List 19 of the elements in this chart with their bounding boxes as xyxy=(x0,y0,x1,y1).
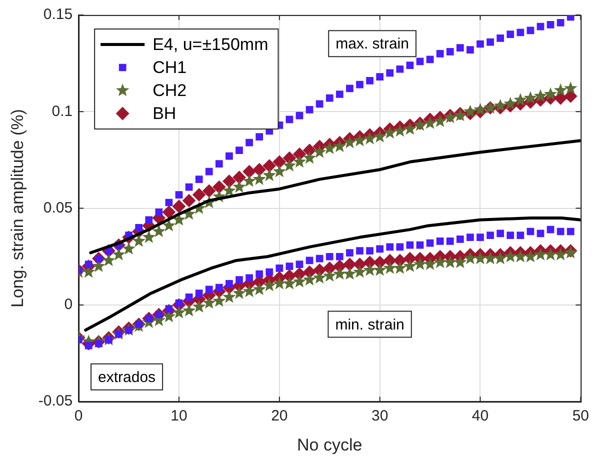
legend-label: CH1 xyxy=(152,58,187,78)
x-tick-label: 40 xyxy=(472,408,489,425)
x-tick-label: 30 xyxy=(371,408,388,425)
annotation: min. strain xyxy=(335,316,404,334)
legend-label: BH xyxy=(152,104,176,124)
y-axis-title: Long. strain amplitude (%) xyxy=(8,109,27,308)
x-tick-label: 10 xyxy=(170,408,188,425)
y-tick-label: -0.05 xyxy=(38,392,73,410)
legend-label: E4, u=±150mm xyxy=(152,35,268,54)
y-tick-label: 0 xyxy=(64,296,73,314)
annotation: extrados xyxy=(98,369,156,386)
y-tick-label: 0.05 xyxy=(43,199,73,216)
annotation: max. strain xyxy=(336,36,409,53)
x-axis-title: No cycle xyxy=(297,435,362,454)
y-tick-label: 0.15 xyxy=(43,6,73,24)
x-tick-label: 50 xyxy=(572,408,589,425)
x-tick-label: 20 xyxy=(271,408,288,425)
y-tick-label: 0.1 xyxy=(52,102,73,120)
legend-label: CH2 xyxy=(152,81,187,100)
